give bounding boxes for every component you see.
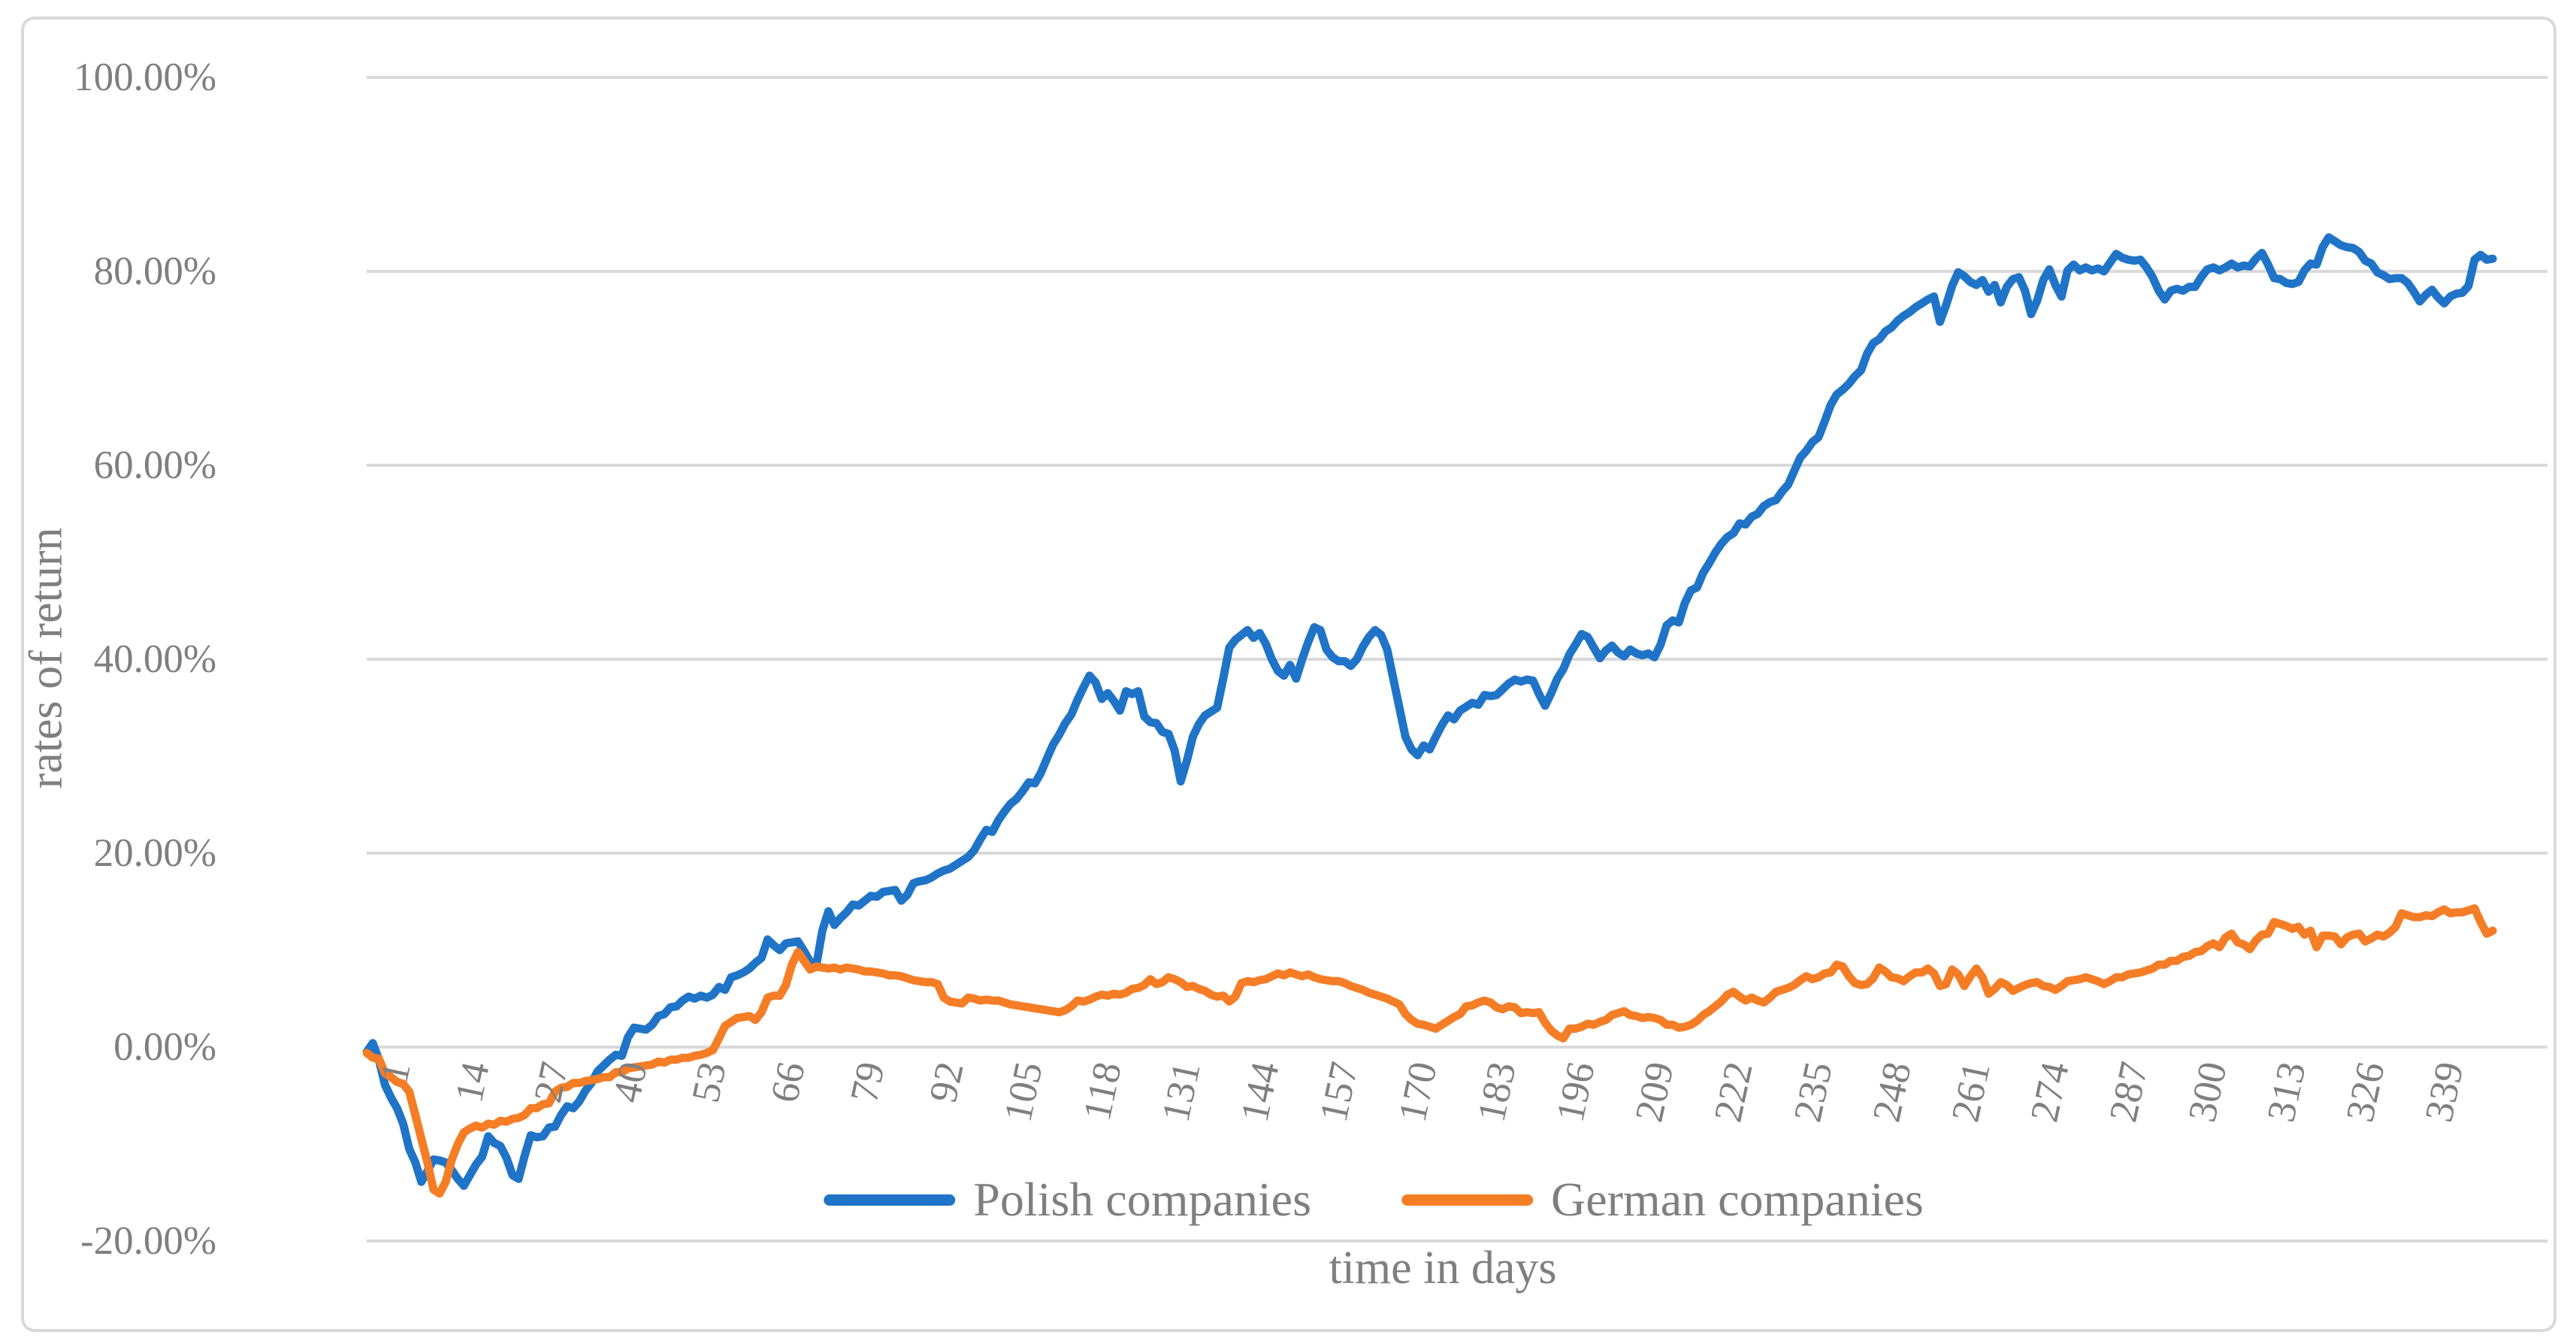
y-tick--20.00%: -20.00% bbox=[80, 1219, 216, 1263]
german-line-swatch bbox=[1401, 1194, 1533, 1206]
y-tick-60.00%: 60.00% bbox=[93, 443, 216, 487]
y-tick-20.00%: 20.00% bbox=[93, 831, 216, 875]
series-lines bbox=[362, 233, 2497, 1198]
y-tick-80.00%: 80.00% bbox=[93, 250, 216, 293]
chart-frame-border bbox=[21, 17, 2556, 1332]
legend-label-polish: Polish companies bbox=[973, 1173, 1311, 1226]
gridlines bbox=[367, 76, 2547, 1243]
y-tick-100.00%: 100.00% bbox=[74, 56, 216, 99]
y-tick-0.00%: 0.00% bbox=[113, 1025, 216, 1069]
legend: Polish companies German companies bbox=[824, 1170, 1924, 1230]
series-line-polish bbox=[362, 233, 2497, 1190]
y-axis-title: rates of return bbox=[20, 527, 72, 789]
legend-label-german: German companies bbox=[1550, 1173, 1924, 1226]
x-axis-title: time in days bbox=[1329, 1243, 1557, 1294]
series-line-german bbox=[362, 904, 2497, 1198]
legend-item-german: German companies bbox=[1401, 1170, 1924, 1230]
y-tick-40.00%: 40.00% bbox=[93, 637, 216, 681]
polish-line-swatch bbox=[824, 1194, 956, 1206]
legend-item-polish: Polish companies bbox=[824, 1170, 1311, 1230]
